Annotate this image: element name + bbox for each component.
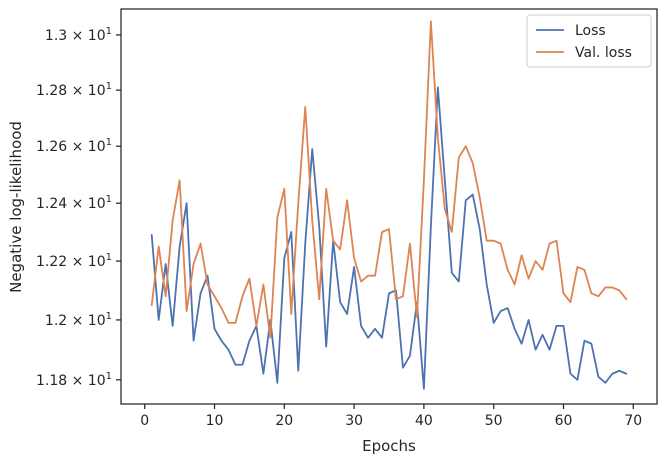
x-tick-label: 40: [415, 413, 433, 429]
x-axis-label: Epochs: [362, 437, 416, 455]
x-tick-label: 30: [345, 413, 363, 429]
x-tick-label: 50: [485, 413, 503, 429]
axes-frame: [120, 8, 658, 405]
y-tick-label: 1.2 × 101: [45, 311, 112, 329]
legend-label: Val. loss: [575, 45, 632, 61]
y-tick-label: 1.28 × 101: [36, 81, 112, 99]
legend-label: Loss: [575, 23, 606, 39]
x-tick-label: 0: [140, 413, 149, 429]
x-axis: 0 10 20 30 40 50 60 70: [140, 404, 642, 429]
x-tick-label: 20: [275, 413, 293, 429]
y-tick-label: 1.24 × 101: [36, 194, 112, 212]
y-tick-label: 1.3 × 101: [45, 26, 112, 44]
plot-area: [150, 20, 628, 390]
x-tick-label: 60: [555, 413, 573, 429]
y-axis: 1.18 × 101 1.2 × 101 1.22 × 101 1.24 × 101 1…: [36, 26, 121, 389]
x-tick-label: 70: [624, 413, 642, 429]
y-tick-label: 1.18 × 101: [36, 371, 112, 389]
legend-box: [526, 14, 652, 68]
legend: Loss Val. loss: [526, 14, 652, 68]
series-line-val-loss: [150, 20, 628, 339]
y-tick-label: 1.26 × 101: [36, 137, 112, 155]
y-axis-label: Negative log-likelihood: [7, 121, 25, 293]
series-line-loss: [150, 86, 628, 390]
x-tick-label: 10: [206, 413, 224, 429]
y-tick-label: 1.22 × 101: [36, 252, 112, 270]
